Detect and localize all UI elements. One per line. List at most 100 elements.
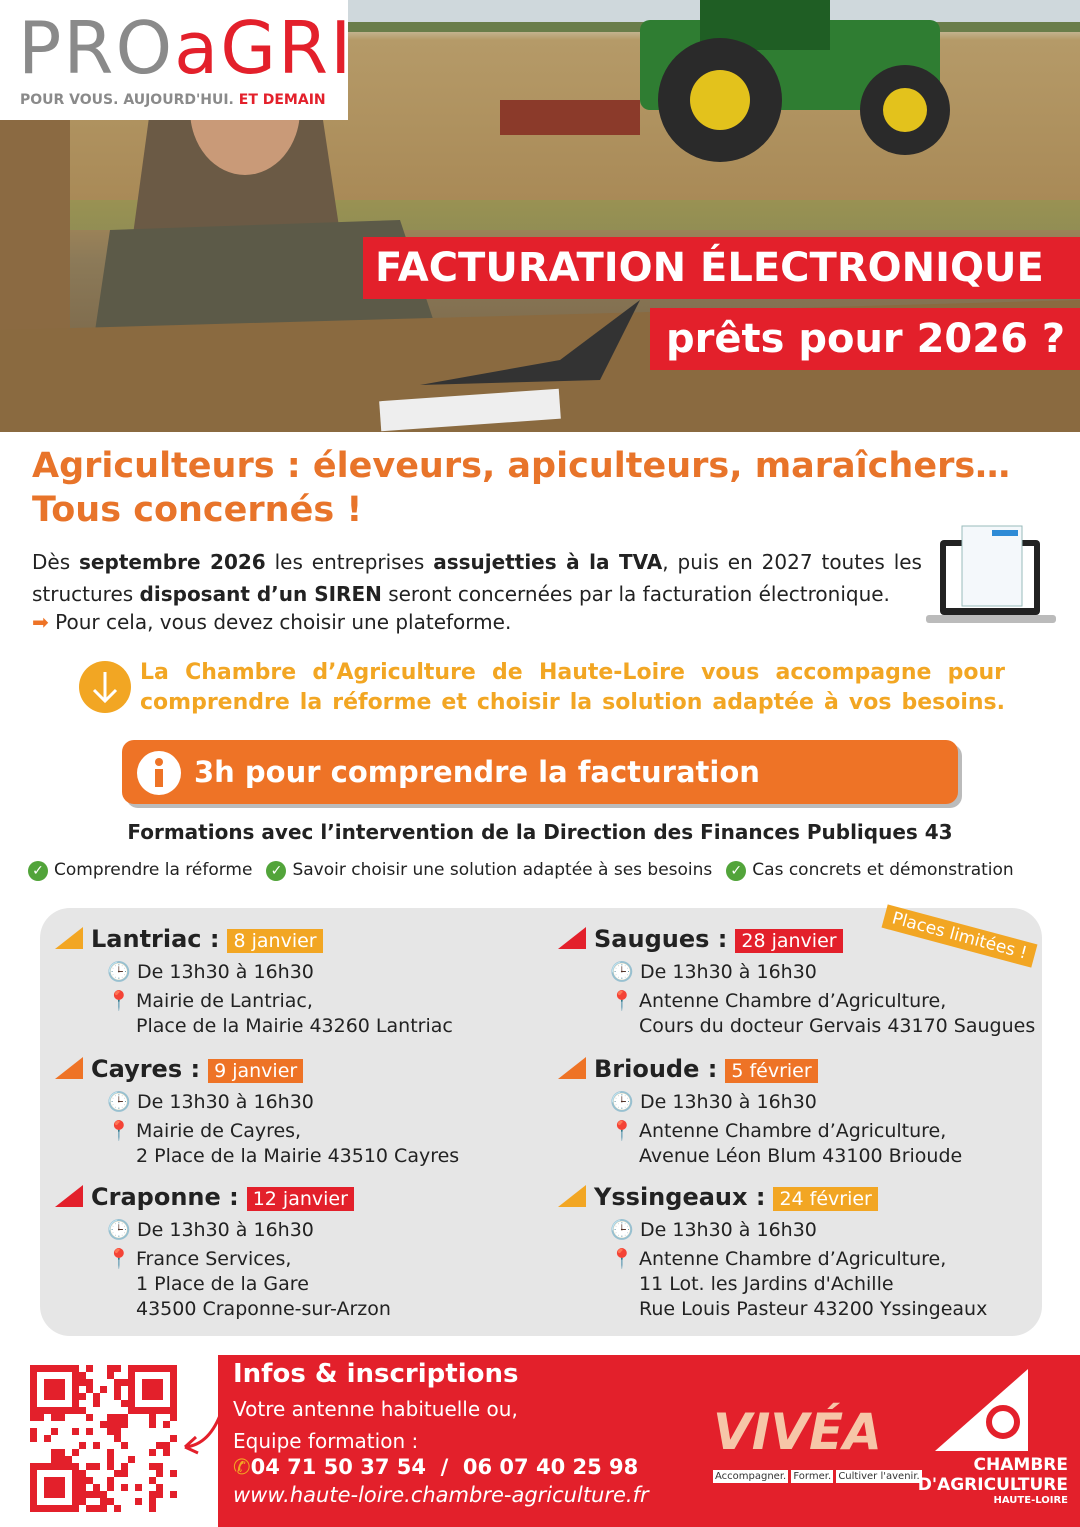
qr-module [30,1484,37,1491]
session-icon-shape [558,1185,586,1207]
qr-module [58,1386,65,1393]
qr-module [135,1407,142,1414]
check-icon: ✓ [726,861,747,881]
qr-module [79,1407,86,1414]
qr-module [156,1365,163,1372]
address: 📍 Antenne Chambre d’Agriculture, Cours du … [610,989,1038,1039]
qr-module [128,1386,135,1393]
qr-module [114,1428,121,1435]
qr-module [44,1505,51,1512]
qr-module [135,1365,142,1372]
session-icon-shape [55,1057,83,1079]
qr-module [30,1505,37,1512]
paragraph-segment: Dès [32,550,80,574]
qr-module [79,1379,86,1386]
qr-module [86,1477,93,1484]
qr-module [86,1428,93,1435]
chambre-line: D'AGRICULTURE [917,1475,1068,1495]
qr-module [128,1393,135,1400]
qr-module [72,1470,79,1477]
date: 5 février [725,1059,818,1083]
qr-module [72,1386,79,1393]
qr-module [149,1505,156,1512]
time-line: 🕒 De 13h30 à 16h30 [610,1090,1038,1115]
qr-module [170,1372,177,1379]
qr-module [114,1435,121,1442]
chambre-icon [935,1369,1028,1451]
city: Lantriac : [91,925,220,953]
qr-module [44,1407,51,1414]
qr-module [149,1491,156,1498]
qr-module [58,1456,65,1463]
subtitle: prêts pour 2026 ? [650,308,1080,370]
qr-module [170,1407,177,1414]
arrow-icon: ➡ [32,610,49,634]
qr-module [51,1365,58,1372]
pin-icon: 📍 [107,1120,131,1142]
qr-module [142,1393,149,1400]
footer-line: Equipe formation : [233,1429,419,1453]
session-icon-shape [55,1185,83,1207]
address-line: Cours du docteur Gervais 43170 Saugues [639,1015,1036,1037]
address-line: Rue Louis Pasteur 43200 Yssingeaux [639,1298,988,1320]
qr-module [51,1428,58,1435]
date: 28 janvier [735,929,843,953]
heading-line: Agriculteurs : éleveurs, apiculteurs, ma… [32,446,1011,486]
qr-module [30,1379,37,1386]
qr-module [79,1491,86,1498]
time: De 13h30 à 16h30 [640,1219,817,1241]
intro-paragraph: Dès septembre 2026 les entreprises assuj… [32,546,922,610]
qr-module [170,1379,177,1386]
qr-module [107,1498,114,1505]
qr-module [58,1505,65,1512]
qr-module [79,1470,86,1477]
qr-module [100,1498,107,1505]
qr-module [107,1421,114,1428]
qr-module [51,1414,58,1421]
time-line: 🕒 De 13h30 à 16h30 [107,1218,535,1243]
qr-module [142,1365,149,1372]
session-icon [55,1057,83,1079]
qr-module [170,1365,177,1372]
pin-icon: 📍 [610,1248,634,1270]
time: De 13h30 à 16h30 [137,1091,314,1113]
qr-module [72,1491,79,1498]
qr-module [79,1498,86,1505]
qr-module [72,1505,79,1512]
qr-module [72,1407,79,1414]
qr-module [65,1463,72,1470]
qr-module [121,1463,128,1470]
time-line: 🕒 De 13h30 à 16h30 [107,960,535,985]
qr-module [114,1393,121,1400]
qr-module [149,1463,156,1470]
clock-icon: 🕒 [610,1091,634,1113]
qr-module [79,1477,86,1484]
sessions-panel [40,908,1042,1336]
session: Cayres : 9 janvier 🕒 De 13h30 à 16h30 📍 Mairi… [55,1055,535,1169]
phone-text: 04 71 50 37 54 / 06 07 40 25 98 [250,1455,639,1479]
qr-module [163,1421,170,1428]
qr-module [149,1449,156,1456]
address-line: Antenne Chambre d’Agriculture, [639,1120,947,1142]
action-line: ➡ Pour cela, vous devez choisir une plat… [32,610,511,634]
url[interactable]: www.haute-loire.chambre-agriculture.fr [233,1483,649,1507]
logo: PROaGRI [18,12,353,84]
qr-module [114,1379,121,1386]
qr-module [37,1505,44,1512]
time-line: 🕒 De 13h30 à 16h30 [107,1090,535,1115]
qr-module [72,1449,79,1456]
qr-module [30,1463,37,1470]
address-line: Avenue Léon Blum 43100 Brioude [639,1145,963,1167]
phone: ✆04 71 50 37 54 / 06 07 40 25 98 [233,1455,638,1479]
title: FACTURATION ÉLECTRONIQUE [363,237,1080,299]
qr-module [170,1470,177,1477]
qr-module [30,1498,37,1505]
qr-code [30,1365,180,1513]
qr-module [58,1449,65,1456]
tagline: POUR VOUS. AUJOURD'HUI. ET DEMAIN [20,92,326,108]
address: 📍 Antenne Chambre d’Agriculture, Avenue Lé… [610,1119,1038,1169]
session: Lantriac : 8 janvier 🕒 De 13h30 à 16h30 📍 Mai… [55,925,535,1039]
qr-module [86,1386,93,1393]
qr-module [149,1477,156,1484]
qr-module [30,1386,37,1393]
